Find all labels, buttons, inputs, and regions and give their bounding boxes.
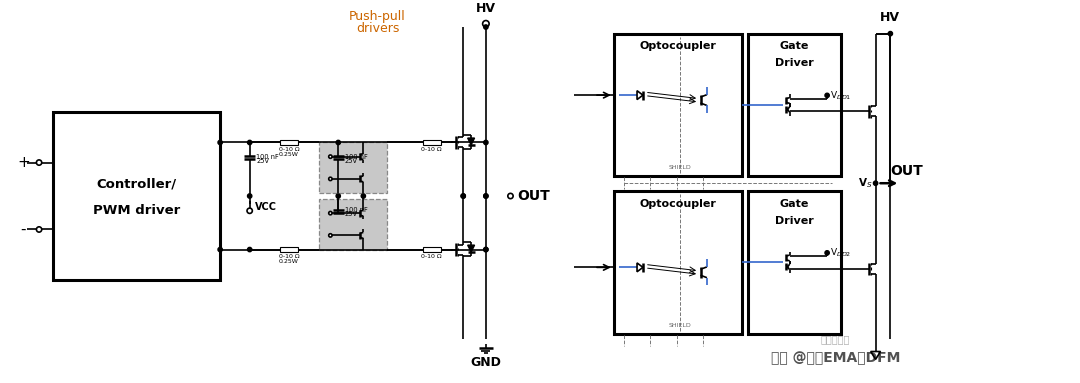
Bar [280, 140, 298, 145]
Circle shape [328, 211, 332, 215]
Text: Gate: Gate [780, 199, 809, 209]
Text: 0-10 Ω: 0-10 Ω [421, 147, 442, 152]
Bar [613, 34, 742, 176]
Text: 头条 @百芯EMA说DFM: 头条 @百芯EMA说DFM [770, 351, 900, 365]
Text: VCC: VCC [255, 202, 276, 212]
Text: +: + [17, 155, 29, 170]
Text: PWM driver: PWM driver [93, 204, 180, 217]
Text: Driver: Driver [775, 58, 813, 68]
Text: 100 nF: 100 nF [256, 154, 279, 160]
Circle shape [37, 227, 42, 232]
Circle shape [484, 247, 488, 252]
Circle shape [484, 194, 488, 198]
Text: V$_{DD1}$: V$_{DD1}$ [831, 89, 851, 101]
Text: Gate: Gate [780, 41, 809, 51]
Text: Controller/: Controller/ [96, 178, 176, 191]
Bar [53, 112, 220, 280]
Circle shape [37, 160, 42, 165]
Circle shape [247, 208, 253, 213]
Circle shape [328, 155, 332, 158]
Circle shape [825, 251, 829, 255]
Circle shape [484, 25, 488, 29]
Circle shape [361, 194, 365, 198]
Circle shape [825, 93, 829, 98]
Circle shape [484, 247, 488, 252]
Circle shape [247, 140, 252, 145]
Text: OUT: OUT [890, 164, 923, 178]
Text: 25V: 25V [345, 211, 357, 217]
Text: Driver: Driver [775, 216, 813, 226]
Text: 硬件笔记本: 硬件笔记本 [821, 334, 850, 344]
Bar [423, 140, 441, 145]
Circle shape [328, 177, 332, 180]
Circle shape [336, 194, 340, 198]
Text: 100 nF: 100 nF [345, 207, 367, 213]
Text: V$_{DD2}$: V$_{DD2}$ [831, 247, 851, 259]
Circle shape [461, 194, 465, 198]
Text: 25V: 25V [345, 158, 357, 164]
Circle shape [218, 247, 222, 252]
Circle shape [483, 21, 489, 27]
Circle shape [484, 140, 488, 145]
Bar [319, 142, 388, 193]
Text: -: - [21, 222, 26, 237]
Text: OUT: OUT [517, 189, 550, 203]
Bar [747, 191, 841, 334]
Text: 0.25W: 0.25W [279, 152, 299, 157]
Text: 0-10 Ω: 0-10 Ω [279, 254, 299, 259]
Text: GND: GND [471, 357, 501, 370]
Circle shape [461, 194, 465, 198]
Text: 100 nF: 100 nF [345, 154, 367, 160]
Circle shape [888, 31, 892, 36]
Circle shape [218, 140, 222, 145]
Text: Push-pull: Push-pull [349, 10, 406, 23]
Circle shape [874, 181, 878, 185]
Circle shape [336, 140, 340, 145]
Circle shape [328, 234, 332, 237]
Text: 25V: 25V [256, 158, 269, 164]
Text: 0.25W: 0.25W [279, 259, 299, 264]
Bar [319, 199, 388, 250]
Text: SHIELD: SHIELD [669, 323, 691, 328]
Text: Optocoupler: Optocoupler [639, 199, 716, 209]
Circle shape [247, 194, 252, 198]
Text: drivers: drivers [356, 22, 400, 35]
Circle shape [508, 193, 513, 199]
Text: SHIELD: SHIELD [669, 165, 691, 170]
Bar [613, 191, 742, 334]
Text: 0-10 Ω: 0-10 Ω [279, 147, 299, 152]
Text: Optocoupler: Optocoupler [639, 41, 716, 51]
Polygon shape [468, 245, 474, 252]
Circle shape [247, 247, 252, 252]
Text: HV: HV [476, 2, 496, 15]
Text: 0-10 Ω: 0-10 Ω [421, 254, 442, 259]
Circle shape [484, 194, 488, 198]
Bar [423, 247, 441, 252]
Polygon shape [468, 138, 474, 145]
Text: HV: HV [880, 11, 901, 24]
Bar [747, 34, 841, 176]
Bar [280, 247, 298, 252]
Text: V$_S$: V$_S$ [859, 176, 873, 190]
